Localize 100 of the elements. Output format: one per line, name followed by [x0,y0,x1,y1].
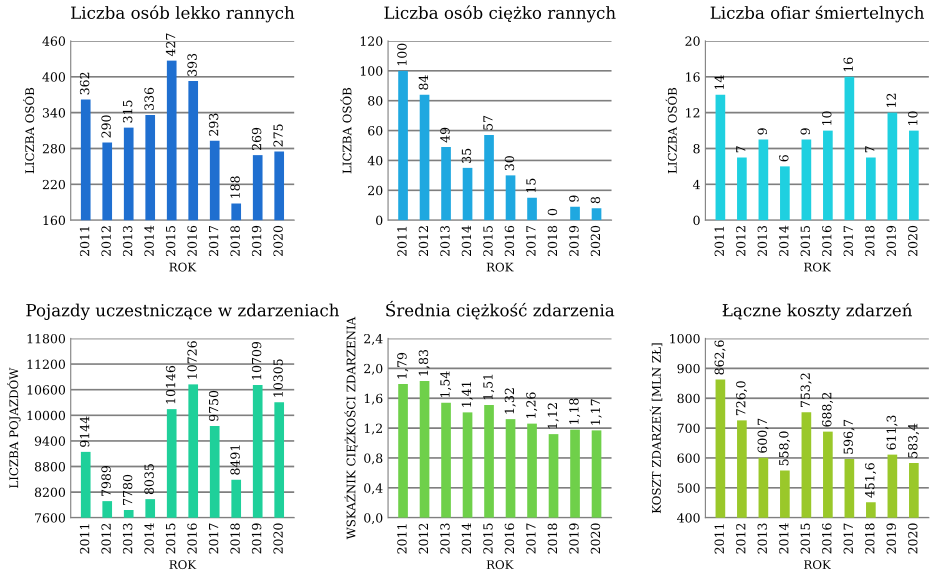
data-label: 600,7 [758,418,769,453]
data-label: 275 [273,124,283,146]
x-tick-label: 2012 [101,524,111,554]
bar [441,147,451,220]
data-label: 30 [504,156,514,170]
y-tick-label: 7600 [35,513,66,523]
x-tick-label: 2017 [844,523,853,554]
bar [844,76,854,220]
bar [462,412,472,518]
y-tick-label: 1000 [670,334,700,344]
data-label: 8 [590,196,600,204]
x-tick-label: 2019 [569,523,579,554]
bar [484,135,494,220]
chart-title: Pojazdy uczestniczące w zdarzeniach [26,304,340,320]
y-tick-label: 0,0 [364,513,382,524]
x-tick-label: 2011 [80,524,90,554]
data-label: 188 [230,176,240,198]
y-tick-label: 120 [360,36,382,46]
y-tick-label: 400 [677,513,700,523]
x-tick-label: 2012 [418,226,428,256]
data-label: 84 [418,75,428,90]
y-tick-label: 800 [678,394,700,404]
x-tick-label: 2017 [526,226,536,256]
y-tick-label: 12 [686,108,700,118]
x-tick-label: 2011 [397,226,407,256]
data-label: 862,6 [714,340,726,375]
data-label: 57 [483,116,493,130]
x-axis-title: ROK [804,560,831,570]
x-tick-label: 2013 [440,226,450,256]
data-label: 1,83 [418,350,430,376]
data-label: 15 [526,178,536,192]
y-axis-title: LICZBA OSÓB [23,88,34,174]
x-tick-label: 2018 [548,523,558,554]
y-axis-title: LICZBA OSÓB [666,88,677,174]
bar [548,434,558,518]
bar [780,166,790,220]
x-tick-label: 2016 [187,226,197,256]
y-tick-label: 60 [368,126,382,136]
data-label: 611,3 [886,416,898,450]
bar [866,157,876,220]
y-tick-label: 0,8 [364,453,382,464]
x-tick-label: 2011 [397,524,407,554]
bar [888,112,898,220]
x-tick-label: 2016 [504,226,514,256]
data-label: 1,18 [569,398,580,424]
y-tick-label: 8200 [34,488,66,498]
data-label: 293 [208,114,218,136]
x-tick-label: 2012 [736,226,746,256]
data-label: 14 [714,75,724,90]
x-tick-label: 2015 [800,226,810,256]
y-tick-label: 100 [360,66,382,76]
x-tick-label: 2011 [80,226,90,256]
data-label: 10709 [252,342,262,380]
x-tick-label: 2013 [440,524,450,554]
x-axis-title: ROK [486,560,514,570]
x-tick-label: 2016 [504,523,514,554]
y-tick-label: 2,4 [364,334,383,345]
y-tick-label: 1,6 [364,394,382,405]
x-tick-label: 2019 [569,226,579,256]
x-tick-label: 2017 [208,226,218,256]
bar [737,157,747,220]
data-label: 336 [144,88,154,110]
y-tick-label: 80 [368,96,382,106]
y-tick-label: 0 [376,216,382,226]
y-tick-label: 9400 [34,436,66,446]
data-label: 1,41 [462,382,473,407]
y-tick-label: 4 [692,180,700,190]
data-label: 269 [252,128,262,150]
x-tick-label: 2019 [252,226,262,256]
bar [758,140,768,220]
data-label: 8035 [144,464,154,494]
y-tick-label: 160 [44,216,66,226]
y-tick-label: 11800 [28,334,66,344]
data-label: 1,26 [526,392,538,418]
x-tick-label: 2020 [590,523,600,554]
chart-title: Liczba osób ciężko rannych [384,5,616,22]
data-label: 12 [886,94,896,107]
data-label: 49 [440,128,450,142]
x-tick-label: 2013 [758,524,767,554]
x-tick-label: 2014 [144,523,154,554]
chart-title: Liczba ofiar śmiertelnych [710,6,924,22]
chart-title: Łączne koszty zdarzeń [722,303,912,320]
data-label: 290 [101,115,111,138]
data-label: 558,0 [779,431,790,466]
data-label: 7 [736,146,746,152]
y-tick-label: 11200 [28,360,66,370]
data-label: 10305 [273,359,283,397]
data-label: 9 [800,128,810,135]
data-label: 9750 [208,390,218,422]
x-tick-label: 2011 [714,524,724,554]
x-axis-title: ROK [486,262,514,272]
x-tick-label: 2015 [166,524,176,554]
data-label: 35 [462,148,472,163]
y-tick-label: 900 [677,364,700,374]
data-label: 16 [844,58,853,72]
y-tick-label: 340 [42,108,66,118]
data-label: 1,17 [590,399,602,425]
bar [823,130,833,220]
y-axis-title: KOSZT ZDARZEŃ [MLN ZŁ] [650,343,662,514]
bar [420,94,430,220]
